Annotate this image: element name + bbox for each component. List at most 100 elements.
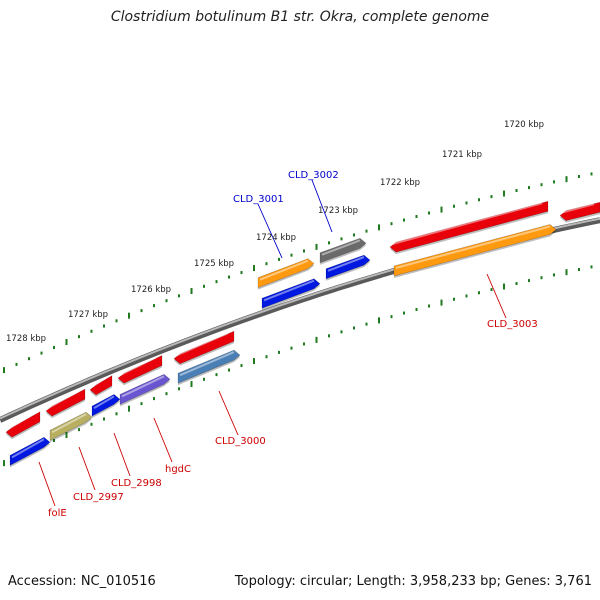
- scale-tick: [215, 280, 218, 284]
- leader-line: [38, 461, 56, 507]
- scale-tick: [578, 268, 580, 272]
- scale-tick: [3, 367, 5, 374]
- gene-arrow[interactable]: [117, 354, 163, 386]
- scale-tick: [90, 329, 93, 333]
- scale-tick: [203, 284, 205, 288]
- gene-arrow[interactable]: [91, 394, 121, 419]
- scale-tick: [53, 439, 55, 443]
- scale-tick: [290, 253, 293, 257]
- leader-line: [218, 390, 239, 436]
- scale-tick: [565, 176, 568, 183]
- scale-tick: [253, 265, 255, 272]
- gene-arrow[interactable]: [319, 237, 367, 265]
- gene-arrow[interactable]: [559, 201, 600, 223]
- scale-tick: [378, 317, 380, 324]
- scale-tick: [453, 297, 455, 301]
- scale-tick: [403, 311, 405, 315]
- scale-tick: [415, 214, 418, 218]
- scale-tick: [353, 233, 355, 237]
- scale-tick: [528, 279, 530, 283]
- gene-label[interactable]: CLD_3000: [215, 436, 266, 447]
- scale-tick: [265, 355, 268, 359]
- scale-tick: [515, 189, 518, 193]
- scale-tick: [265, 262, 268, 266]
- gene-label[interactable]: folE: [48, 508, 67, 519]
- scale-tick: [278, 257, 280, 261]
- gene-arrow[interactable]: [325, 254, 371, 281]
- scale-tick: [178, 387, 180, 391]
- scale-tick: [290, 346, 293, 350]
- gene-arrow[interactable]: [45, 388, 86, 419]
- scale-tick: [178, 294, 180, 298]
- gene-label[interactable]: CLD_2998: [111, 478, 162, 489]
- gene-label[interactable]: hgdC: [165, 464, 191, 475]
- scale-tick: [440, 299, 443, 306]
- scale-label: 1725 kbp: [194, 259, 234, 269]
- gene-arrow[interactable]: [173, 330, 235, 366]
- scale-tick: [15, 362, 18, 366]
- scale-tick: [503, 190, 505, 197]
- scale-tick: [465, 294, 468, 298]
- scale-tick: [190, 381, 193, 388]
- gene-arrow[interactable]: [389, 200, 549, 255]
- scale-label: 1727 kbp: [68, 310, 108, 320]
- scale-tick: [390, 315, 393, 319]
- outer-scale-ticks: [3, 172, 593, 374]
- scale-tick: [165, 392, 168, 396]
- scale-tick: [278, 350, 280, 354]
- gene-label[interactable]: CLD_3002: [288, 170, 339, 181]
- scale-tick: [403, 218, 405, 222]
- gene-arrow[interactable]: [261, 278, 321, 311]
- scale-tick: [565, 269, 568, 276]
- label-leader-lines: [38, 179, 507, 507]
- gene-arrow[interactable]: [119, 373, 171, 407]
- gene-label[interactable]: CLD_3003: [487, 319, 538, 330]
- scale-tick: [540, 276, 543, 280]
- gene-arrow[interactable]: [177, 349, 241, 386]
- leader-line: [113, 432, 131, 477]
- scale-tick: [65, 432, 68, 439]
- map-title: Clostridium botulinum B1 str. Okra, comp…: [110, 9, 490, 25]
- scale-tick: [328, 241, 330, 245]
- scale-tick: [428, 304, 430, 308]
- scale-tick: [540, 183, 543, 187]
- gene-arrow[interactable]: [393, 224, 557, 278]
- scale-tick: [478, 291, 480, 295]
- inner-scale-ticks: [3, 265, 593, 467]
- scale-tick: [590, 172, 593, 176]
- scale-tick: [128, 312, 130, 319]
- scale-tick: [428, 211, 430, 215]
- gene-label[interactable]: CLD_2997: [73, 492, 124, 503]
- gene-label[interactable]: CLD_3001: [233, 194, 284, 205]
- scale-tick: [340, 237, 343, 241]
- gene-arrow[interactable]: [257, 258, 315, 290]
- scale-tick: [465, 201, 468, 205]
- gene-features: [5, 200, 600, 468]
- scale-label: 1723 kbp: [318, 206, 358, 216]
- scale-labels: 1720 kbp 1721 kbp 1722 kbp 1723 kbp 1724 kbp…: [6, 120, 544, 344]
- scale-tick: [140, 309, 143, 313]
- scale-tick: [303, 249, 305, 253]
- accession-text: Accession: NC_010516: [8, 574, 156, 589]
- gene-arrow[interactable]: [49, 411, 93, 443]
- scale-tick: [553, 273, 555, 277]
- scale-tick: [315, 336, 318, 343]
- scale-tick: [353, 326, 355, 330]
- scale-label: 1728 kbp: [6, 334, 46, 344]
- leader-line: [486, 273, 507, 319]
- gene-arrow[interactable]: [89, 375, 113, 397]
- gene-arrow[interactable]: [9, 436, 51, 468]
- gene-arrow[interactable]: [5, 411, 41, 440]
- scale-label: 1726 kbp: [131, 285, 171, 295]
- scale-tick: [215, 373, 218, 377]
- scale-tick: [90, 422, 93, 426]
- leader-line: [311, 179, 333, 233]
- scale-tick: [203, 377, 205, 381]
- scale-tick: [28, 357, 30, 361]
- scale-tick: [365, 322, 368, 326]
- scale-tick: [128, 405, 130, 412]
- leader-line: [257, 203, 283, 259]
- gene-labels: CLD_3002CLD_3001CLD_3003CLD_3000hgdCCLD_…: [48, 170, 538, 519]
